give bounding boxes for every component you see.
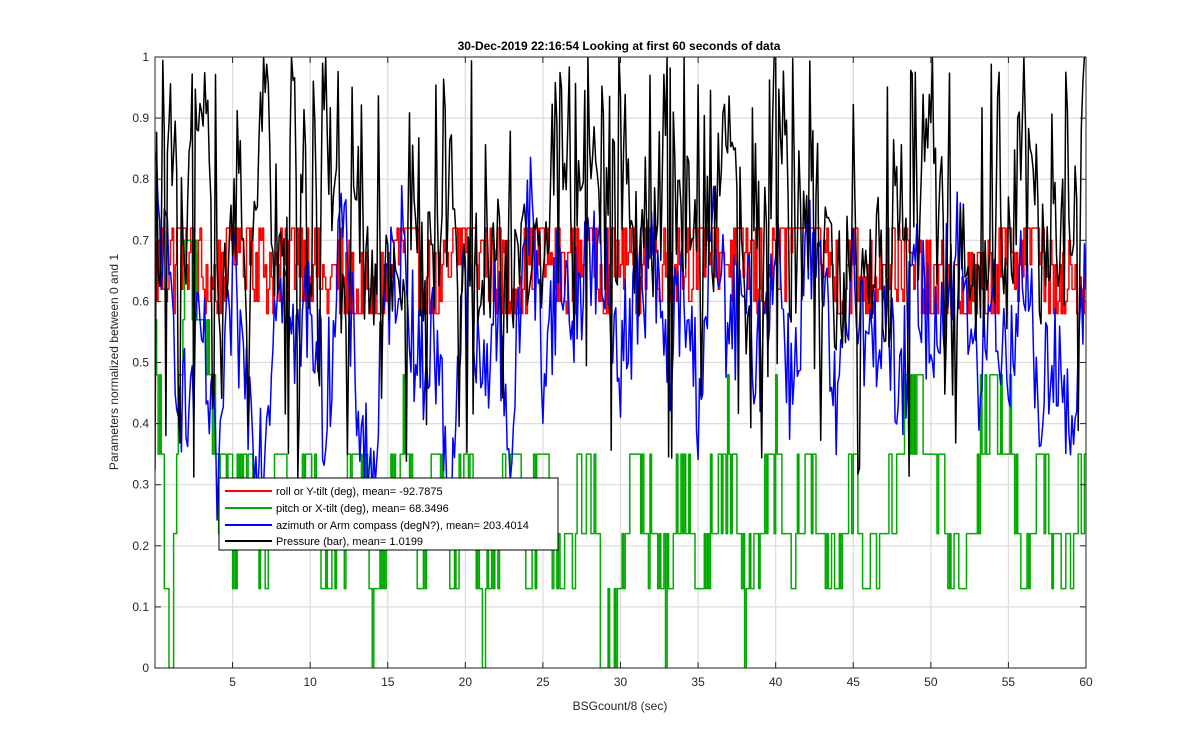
legend-entry-pitch: pitch or X-tilt (deg), mean= 68.3496 (276, 503, 449, 515)
legend-entry-pressure: Pressure (bar), mean= 1.0199 (276, 536, 423, 548)
azimuth-series-line (155, 152, 1086, 521)
x-tick-label: 60 (1079, 675, 1093, 689)
x-tick-label: 30 (614, 675, 628, 689)
legend-box (218, 477, 559, 551)
x-tick-label: 10 (303, 675, 317, 689)
pressure-series-line (155, 57, 1086, 479)
x-tick-label: 35 (691, 675, 705, 689)
y-tick-label: 0.7 (132, 233, 149, 247)
x-tick-label: 5 (229, 675, 236, 689)
y-tick-label: 0.3 (132, 478, 149, 492)
x-tick-label: 50 (924, 675, 938, 689)
y-tick-label: 1 (142, 50, 149, 64)
y-axis-label: Parameters normalized between 0 and 1 (107, 254, 121, 470)
x-tick-label: 55 (1002, 675, 1016, 689)
ticks: 5 10 15 20 25 30 35 40 45 50 55 60 0 0.1 0.2 0.3 0.4 0.5 0… (132, 50, 1093, 689)
y-tick-label: 0 (142, 661, 149, 675)
x-tick-label: 45 (847, 675, 861, 689)
y-tick-label: 0.1 (132, 600, 149, 614)
y-tick-label: 0.6 (132, 294, 149, 308)
legend-entry-azimuth: azimuth or Arm compass (degN?), mean= 20… (276, 520, 529, 532)
y-tick-label: 0.5 (132, 356, 149, 370)
x-tick-label: 40 (769, 675, 783, 689)
x-tick-label: 15 (381, 675, 395, 689)
x-axis-label: BSGcount/8 (sec) (573, 699, 668, 713)
x-tick-label: 20 (459, 675, 473, 689)
y-tick-label: 0.2 (132, 539, 149, 553)
y-tick-label: 0.9 (132, 111, 149, 125)
x-tick-label: 25 (536, 675, 550, 689)
y-tick-label: 0.4 (132, 417, 149, 431)
y-tick-label: 0.8 (132, 172, 149, 186)
legend-entry-roll: roll or Y-tilt (deg), mean= -92.7875 (276, 486, 443, 498)
chart-title: 30-Dec-2019 22:16:54 Looking at first 60… (458, 39, 781, 53)
legend: roll or Y-tilt (deg), mean= -92.7875 pit… (218, 477, 559, 551)
